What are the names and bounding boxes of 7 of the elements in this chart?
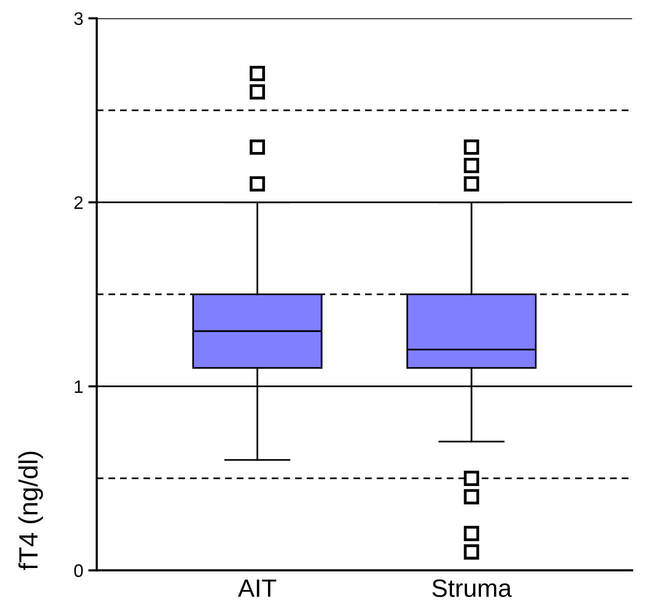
x-tick-label: Struma bbox=[432, 579, 512, 598]
y-tick-label: 2 bbox=[74, 196, 83, 209]
y-tick-label: 3 bbox=[74, 12, 83, 26]
y-tick-label: 0 bbox=[74, 564, 83, 578]
y-axis-title: fT4 (ng/dl) bbox=[18, 452, 43, 570]
x-tick-label: AIT bbox=[238, 580, 276, 597]
y-tick-label: 1 bbox=[74, 380, 83, 393]
